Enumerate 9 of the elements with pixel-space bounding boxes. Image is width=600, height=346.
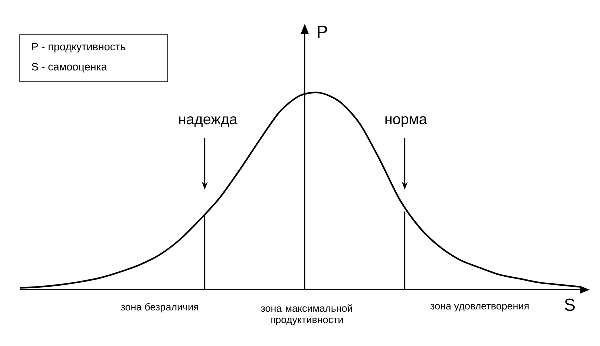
text: зона максимальной продуктивности bbox=[261, 304, 352, 326]
text: S - самооценка bbox=[32, 63, 108, 73]
y-axis-title: P bbox=[318, 26, 328, 38]
text: P - продкутивность bbox=[32, 43, 126, 53]
annotation: надежда bbox=[179, 116, 238, 128]
text: зона безраличия bbox=[121, 303, 198, 313]
x-axis-title: S bbox=[565, 298, 575, 312]
annotation: норма bbox=[386, 116, 428, 128]
text: зона удовлетворения bbox=[430, 304, 529, 312]
